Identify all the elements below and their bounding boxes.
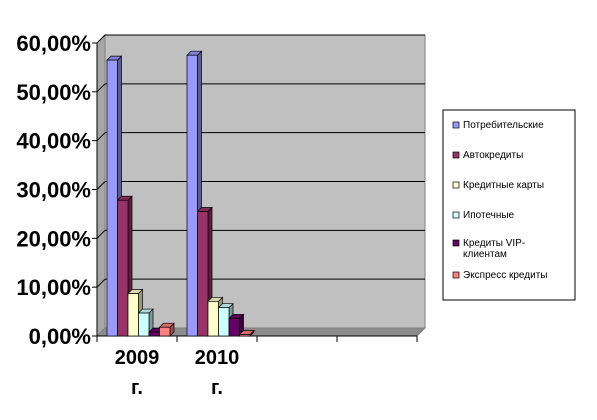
bars: [106, 50, 255, 337]
y-tick-label: 50,00%: [16, 80, 91, 105]
legend-swatch: [452, 239, 460, 247]
y-tick-label: 40,00%: [16, 129, 91, 154]
y-tick-label: 0,00%: [29, 324, 91, 349]
gridline-side: [96, 83, 106, 93]
gridline-side: [96, 278, 106, 288]
y-tick-label: 10,00%: [16, 275, 91, 300]
legend-swatch: [452, 181, 460, 189]
legend-label: Ипотечные: [463, 210, 515, 221]
plot-area: [95, 33, 427, 338]
legend-swatch: [452, 271, 460, 279]
legend-box: [442, 109, 576, 301]
legend-label: Потребительские: [463, 119, 544, 131]
gridline-side: [96, 229, 106, 239]
legend-swatch: [452, 121, 460, 129]
legend-swatch: [452, 151, 460, 159]
legend-label: Экспресс кредиты: [463, 270, 547, 281]
y-tick-label: 60,00%: [16, 31, 91, 56]
legend-swatch: [452, 211, 460, 219]
legend: Потребительские Автокредиты Кредитные карт…: [442, 109, 576, 301]
y-tick-label: 20,00%: [16, 226, 91, 251]
x-category-label: 2009 г.: [115, 347, 160, 399]
gridline-side: [96, 34, 106, 44]
gridline-side: [96, 181, 106, 190]
legend-label: Кредитные карты: [463, 180, 544, 191]
x-axis: 2009 г. 2010 г.: [96, 335, 418, 399]
y-tick-label: 30,00%: [16, 178, 91, 203]
bar: [228, 313, 245, 337]
y-axis: 0,00% 10,00% 20,00% 30,00% 40,00% 50,00% 60,00…: [16, 31, 98, 349]
gridline-side: [96, 132, 106, 142]
bar: [238, 329, 255, 337]
legend-label: Кредиты VIP-клиентам: [463, 238, 525, 260]
legend-label: Автокредиты: [463, 150, 523, 161]
x-category-label: 2010 г.: [195, 347, 240, 399]
bar: [158, 322, 175, 337]
